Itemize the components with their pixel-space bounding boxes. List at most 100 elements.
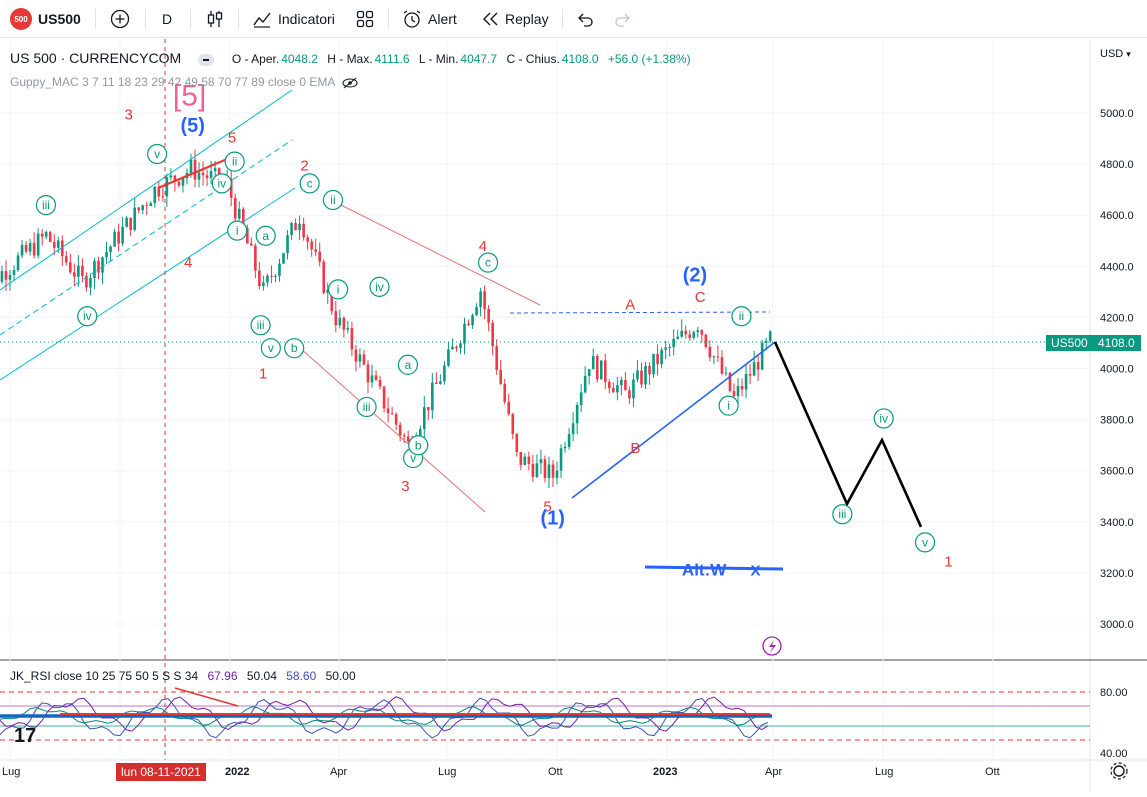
candle-body — [732, 391, 736, 397]
indicators-icon — [253, 12, 271, 28]
wave-label-25: 3 — [401, 478, 409, 495]
candle-body — [60, 240, 64, 257]
svg-text:3: 3 — [124, 106, 132, 123]
svg-text:b: b — [415, 438, 422, 452]
svg-text:C: C — [695, 289, 706, 306]
candle-body — [133, 207, 136, 230]
svg-text:v: v — [410, 451, 416, 465]
candle-body — [760, 342, 764, 370]
wave-label-11: iii — [250, 315, 271, 336]
chart-type-button[interactable] — [206, 0, 224, 38]
interval-button[interactable]: D — [162, 11, 173, 27]
rsi-pane: 17 — [0, 687, 1090, 747]
legend-minus-icon[interactable] — [198, 53, 215, 66]
candle-body — [40, 233, 44, 237]
candle-body — [12, 270, 16, 276]
rsi-label: JK_RSI close 10 25 75 50 5 S S 34 — [10, 669, 199, 683]
chart-area[interactable]: 17 [5] (5) 5 3 4 v ii iv iii iv i iii a v b 1 2 c ii i iv iii… — [0, 39, 1147, 792]
candle-body — [282, 253, 285, 264]
candle-body — [246, 228, 249, 244]
candle-body — [193, 159, 197, 180]
candle-body — [77, 265, 80, 277]
candle-body — [551, 464, 555, 478]
replay-button[interactable]: Replay — [481, 0, 549, 38]
candle-body — [620, 380, 623, 386]
price-tick-label: 4400.0 — [1100, 261, 1134, 273]
candle-body — [736, 386, 740, 397]
undo-icon — [578, 13, 593, 27]
time-tick-label: 2022 — [225, 766, 249, 778]
indicators-button[interactable]: Indicatori — [252, 0, 335, 38]
alt-wx-bar — [644, 565, 784, 571]
candle-body — [233, 197, 237, 219]
candle-body — [636, 370, 639, 380]
symbol-label: US500 — [38, 11, 81, 27]
rsi-legend[interactable]: JK_RSI close 10 25 75 50 5 S S 34 67.96 … — [10, 669, 356, 683]
svg-text:4: 4 — [479, 238, 487, 255]
candle-body — [579, 392, 583, 405]
candle-body — [539, 459, 543, 464]
wave-label-8: iii — [35, 194, 57, 216]
candle-body — [149, 203, 153, 207]
candle-body — [56, 240, 60, 248]
candle-body — [302, 223, 305, 238]
candle-body — [330, 289, 334, 312]
wave-label-12: a — [255, 225, 276, 246]
legend-close-label: C - Chius. — [506, 52, 560, 66]
undo-button[interactable] — [576, 0, 594, 38]
svg-text:a: a — [405, 358, 412, 372]
price-tick-label: 4800.0 — [1100, 159, 1134, 171]
wave-label-9: iv — [77, 306, 98, 327]
crosshair-date-tag: lun 08-11-2021 — [116, 763, 206, 781]
candle-body — [656, 353, 659, 365]
candle-body — [431, 382, 434, 411]
alert-button[interactable]: Alert — [402, 0, 457, 38]
legend-symbol-title[interactable]: US 500 · CURRENCYCOM — [10, 50, 182, 66]
wave-label-14: b — [284, 338, 305, 359]
svg-text:ii: ii — [232, 155, 237, 169]
currency-dropdown[interactable]: USD ▾ — [1100, 48, 1131, 60]
wave-label-24: b — [408, 435, 429, 456]
rewind-icon — [483, 12, 498, 26]
redo-button[interactable] — [614, 0, 632, 38]
layouts-button[interactable] — [356, 0, 374, 38]
wave-label-0: [5] — [173, 79, 206, 112]
svg-text:2: 2 — [300, 157, 308, 174]
candle-body — [109, 246, 112, 252]
candle-body — [567, 434, 571, 447]
candle-body — [471, 315, 474, 326]
indicator-legend[interactable]: Guppy_MAC 3 7 11 18 23 29 42 49 58 70 77… — [10, 75, 358, 89]
indicators-label: Indicatori — [278, 11, 335, 27]
wave-label-13: v — [260, 338, 281, 359]
candle-body — [684, 330, 688, 335]
svg-text:Alt:W: Alt:W — [682, 560, 727, 579]
candle-body — [322, 261, 326, 293]
eye-hidden-icon[interactable] — [342, 77, 358, 89]
price-axis[interactable]: 5000.0 4800.0 4600.0 4400.0 4200.0 4000.0 3800… — [1100, 108, 1134, 631]
svg-text:ii: ii — [739, 309, 744, 323]
candle-body — [117, 231, 120, 244]
candles-icon — [207, 11, 223, 27]
lightning-icon[interactable] — [762, 636, 782, 656]
candle-body — [342, 317, 346, 330]
candle-body — [591, 356, 595, 370]
symbol-search[interactable]: 500 US500 — [10, 0, 81, 38]
time-tick-label: Lug — [875, 766, 893, 778]
candle-body — [73, 272, 76, 277]
svg-text:A: A — [625, 297, 635, 314]
gear-icon[interactable] — [1110, 762, 1128, 780]
compare-button[interactable] — [110, 0, 130, 38]
svg-text:(2): (2) — [683, 265, 707, 287]
time-axis[interactable]: Lug 2022 Apr Lug Ott 2023 Apr Lug Ott — [2, 766, 1000, 778]
candle-body — [306, 237, 309, 242]
candle-body — [640, 370, 643, 385]
candle-body — [254, 245, 257, 271]
grid-layout-icon — [356, 10, 374, 28]
svg-text:iii: iii — [838, 507, 846, 521]
candle-body — [4, 271, 8, 280]
legend-high-label: H - Max. — [327, 52, 373, 66]
wave-label-27: c — [477, 252, 499, 273]
candle-body — [69, 262, 72, 273]
candle-body — [748, 373, 752, 376]
